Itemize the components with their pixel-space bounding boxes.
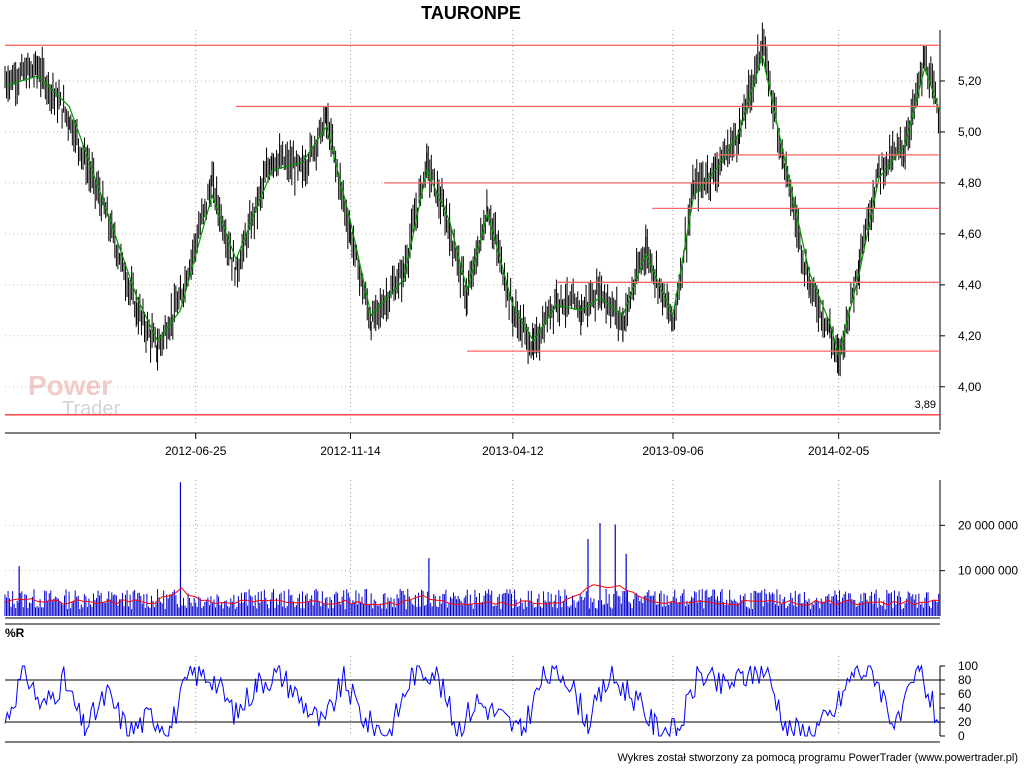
y-tick-label: 4,80 bbox=[958, 176, 982, 190]
williams-r-tick-label: 80 bbox=[958, 673, 972, 687]
x-tick-label: 2012-11-14 bbox=[320, 444, 381, 458]
x-tick-label: 2014-02-05 bbox=[808, 444, 870, 458]
williams-r-line bbox=[4, 664, 940, 738]
price-panel: 2012-06-25 2012-11-14 2013-04-12 2013-09-06… bbox=[4, 22, 982, 736]
y-tick-label: 4,60 bbox=[958, 227, 982, 241]
x-tick-label: 2012-06-25 bbox=[165, 444, 227, 458]
y-tick-label: 4,00 bbox=[958, 380, 982, 394]
williams-r-label: %R bbox=[5, 626, 25, 640]
moving-average-line bbox=[4, 55, 941, 357]
watermark-trader: Trader bbox=[62, 398, 121, 420]
x-tick-label: 2013-09-06 bbox=[642, 444, 704, 458]
y-tick-label: 5,00 bbox=[958, 125, 982, 139]
williams-r-tick-label: 100 bbox=[958, 659, 978, 673]
y-tick-label: 4,40 bbox=[958, 278, 982, 292]
williams-r-tick-label: 60 bbox=[958, 687, 972, 701]
watermark-power: Power bbox=[28, 370, 112, 401]
williams-r-tick-label: 0 bbox=[958, 729, 965, 743]
y-tick-label: 5,20 bbox=[958, 74, 982, 88]
williams-r-tick-label: 40 bbox=[958, 701, 972, 715]
volume-tick-label: 10 000 000 bbox=[958, 564, 1018, 578]
williams-r-tick-label: 20 bbox=[958, 715, 972, 729]
volume-average-line bbox=[4, 584, 941, 606]
chart-title: TAURONPE bbox=[421, 3, 521, 23]
volume-tick-label: 20 000 000 bbox=[958, 518, 1018, 532]
level-label: 3,89 bbox=[915, 399, 936, 411]
volume-panel: 10 000 000 20 000 000 bbox=[4, 480, 1018, 619]
y-tick-label: 4,20 bbox=[958, 329, 982, 343]
x-tick-label: 2013-04-12 bbox=[482, 444, 544, 458]
footer-credit: Wykres został stworzony za pomocą progra… bbox=[617, 752, 1018, 764]
